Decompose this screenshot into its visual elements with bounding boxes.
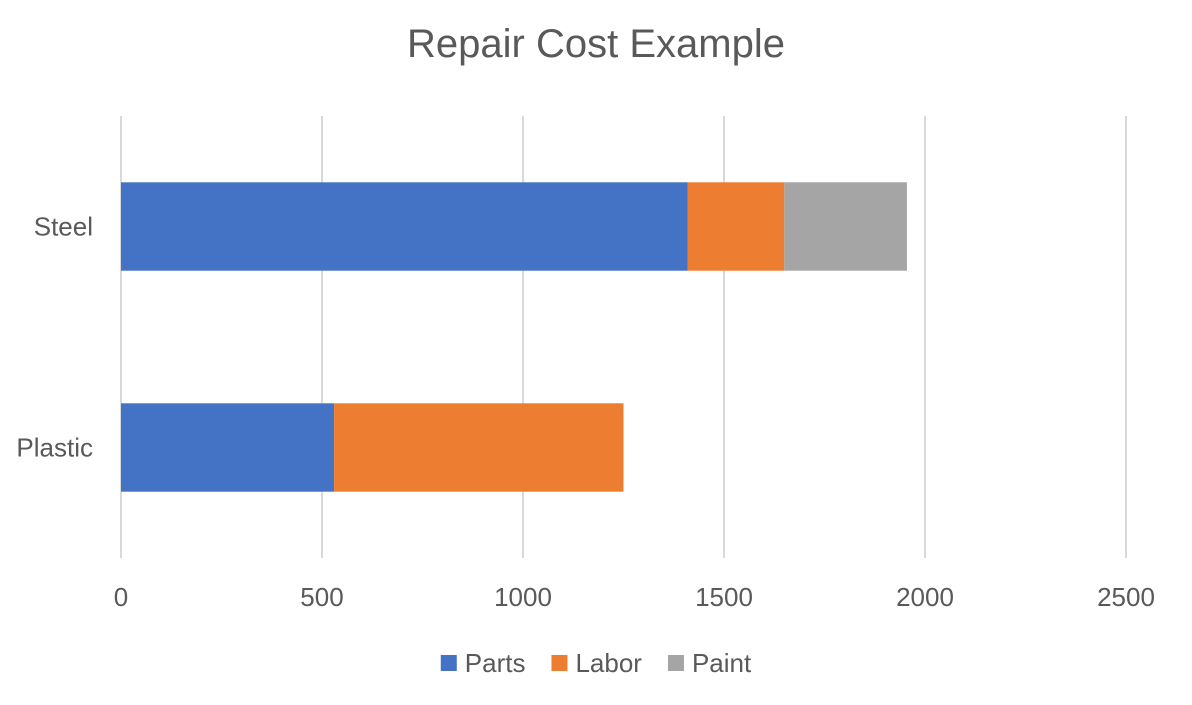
bar-segment-paint bbox=[784, 182, 907, 271]
bar-segment-labor bbox=[687, 182, 785, 271]
x-tick-label: 1000 bbox=[494, 582, 552, 612]
axis-labels: 0 500 1000 1500 2000 2500 Steel Plastic bbox=[16, 212, 1155, 613]
category-label: Steel bbox=[34, 212, 93, 242]
bar-segment-labor bbox=[334, 403, 624, 492]
legend-swatch-parts bbox=[440, 655, 457, 671]
x-tick-label: 500 bbox=[300, 582, 343, 612]
legend-swatch-labor bbox=[551, 655, 568, 671]
category-label: Plastic bbox=[16, 433, 93, 463]
legend-swatch-paint bbox=[667, 655, 684, 671]
legend-label: Paint bbox=[692, 648, 752, 678]
bar-segment-parts bbox=[121, 403, 335, 492]
chart-title: Repair Cost Example bbox=[407, 22, 785, 66]
x-tick-label: 0 bbox=[114, 582, 128, 612]
legend-label: Labor bbox=[575, 648, 642, 678]
bars bbox=[121, 182, 907, 492]
x-tick-label: 1500 bbox=[695, 582, 753, 612]
legend: Parts Labor Paint bbox=[440, 648, 752, 678]
x-tick-label: 2000 bbox=[896, 582, 954, 612]
legend-label: Parts bbox=[465, 648, 526, 678]
bar-segment-parts bbox=[121, 182, 688, 271]
x-tick-label: 2500 bbox=[1097, 582, 1155, 612]
